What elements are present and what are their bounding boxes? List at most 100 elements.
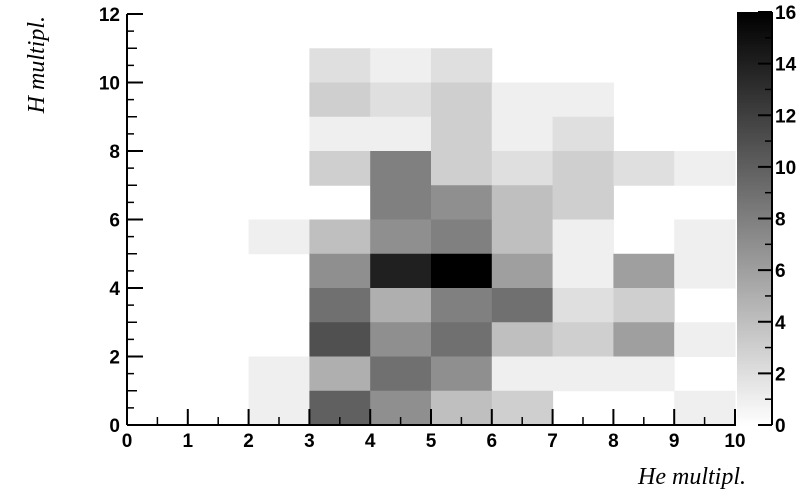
- colorbar-tick-labels: 0 2 4 6 8 10 12 14 16: [775, 3, 797, 437]
- colorbar-band: [737, 45, 772, 49]
- heatmap-cell: [309, 82, 371, 118]
- colorbar-band: [737, 203, 772, 207]
- colorbar-band: [737, 373, 772, 377]
- colorbar-band: [737, 133, 772, 137]
- colorbar-band: [737, 53, 772, 57]
- colorbar-band: [737, 40, 772, 44]
- colorbar-band: [737, 295, 772, 300]
- heatmap-cell: [370, 356, 432, 392]
- colorbar-band: [737, 404, 772, 408]
- colorbar-band: [737, 153, 772, 158]
- colorbar-band: [737, 270, 772, 274]
- colorbar-band: [737, 272, 772, 276]
- x-tick-label: 6: [487, 431, 498, 452]
- colorbar-band: [737, 370, 772, 374]
- colorbar-band: [737, 184, 772, 189]
- colorbar-band: [737, 378, 772, 382]
- heatmap-cell: [613, 356, 675, 392]
- x-tick-label: 10: [724, 431, 745, 452]
- colorbar-band: [737, 388, 772, 393]
- colorbar-band: [737, 50, 772, 54]
- colorbar: [737, 12, 773, 426]
- colorbar-band: [737, 239, 772, 243]
- colorbar-band: [737, 182, 772, 186]
- heatmap-cell: [370, 82, 432, 118]
- colorbar-band: [737, 326, 772, 331]
- heatmap-cell: [674, 219, 736, 255]
- colorbar-band: [737, 107, 772, 111]
- colorbar-band: [737, 55, 772, 60]
- heatmap-cell: [491, 82, 554, 118]
- colorbar-band: [737, 233, 772, 238]
- colorbar-band: [737, 99, 772, 103]
- colorbar-tick-label: 12: [775, 106, 796, 127]
- colorbar-band: [737, 192, 772, 196]
- colorbar-tick-label: 14: [775, 55, 797, 76]
- y-tick-label: 2: [109, 348, 120, 369]
- heatmap-cell: [431, 151, 493, 186]
- colorbar-band: [737, 363, 772, 367]
- heatmap-cell: [370, 116, 432, 152]
- heatmap-cell: [370, 288, 432, 323]
- heatmap-cell: [309, 288, 371, 323]
- colorbar-band: [737, 319, 772, 323]
- heatmap-cell: [491, 185, 554, 220]
- colorbar-band: [737, 337, 772, 341]
- colorbar-band: [737, 32, 772, 36]
- y-axis-title: H multipl.: [24, 16, 50, 114]
- x-tick-label: 5: [426, 431, 437, 452]
- colorbar-band: [737, 391, 772, 395]
- colorbar-band: [737, 226, 772, 230]
- colorbar-band: [737, 311, 772, 315]
- colorbar-tick-label: 8: [775, 210, 786, 231]
- colorbar-band: [737, 17, 772, 21]
- colorbar-band: [737, 344, 772, 349]
- heatmap-cell: [491, 322, 554, 357]
- colorbar-band: [737, 63, 772, 67]
- colorbar-band: [737, 231, 772, 235]
- colorbar-band: [737, 177, 772, 181]
- colorbar-band: [737, 368, 772, 372]
- heatmap-cell: [674, 322, 736, 357]
- colorbar-band: [737, 347, 772, 351]
- colorbar-band: [737, 174, 772, 178]
- heatmap-cell: [431, 116, 493, 152]
- colorbar-band: [737, 125, 772, 129]
- heatmap-cell: [431, 288, 493, 323]
- colorbar-band: [737, 375, 772, 380]
- colorbar-band: [737, 290, 772, 294]
- colorbar-band: [737, 156, 772, 160]
- colorbar-band: [737, 406, 772, 411]
- colorbar-band: [737, 401, 772, 405]
- heatmap-cell: [431, 356, 493, 392]
- colorbar-band: [737, 215, 772, 220]
- colorbar-band: [737, 339, 772, 343]
- heatmap-cell: [248, 219, 310, 255]
- tick-marks: [126, 11, 772, 426]
- heatmap-cell: [552, 151, 614, 186]
- colorbar-band: [737, 301, 772, 305]
- colorbar-tick-label: 10: [775, 158, 796, 179]
- colorbar-band: [737, 12, 772, 16]
- colorbar-band: [737, 179, 772, 183]
- colorbar-band: [737, 19, 772, 23]
- heatmap-cell: [674, 151, 736, 186]
- colorbar-band: [737, 254, 772, 258]
- heatmap-cell: [491, 116, 554, 152]
- colorbar-band: [737, 383, 772, 387]
- colorbar-band: [737, 151, 772, 155]
- heatmap-cell: [309, 219, 371, 255]
- heatmap-cell: [491, 356, 554, 392]
- colorbar-band: [737, 334, 772, 338]
- colorbar-band: [737, 412, 772, 416]
- colorbar-band: [737, 164, 772, 168]
- x-tick-label: 1: [183, 431, 194, 452]
- colorbar-band: [737, 172, 772, 176]
- colorbar-band: [737, 288, 772, 292]
- colorbar-band: [737, 357, 772, 362]
- colorbar-band: [737, 89, 772, 93]
- colorbar-band: [737, 208, 772, 212]
- colorbar-band: [737, 264, 772, 269]
- colorbar-band: [737, 115, 772, 119]
